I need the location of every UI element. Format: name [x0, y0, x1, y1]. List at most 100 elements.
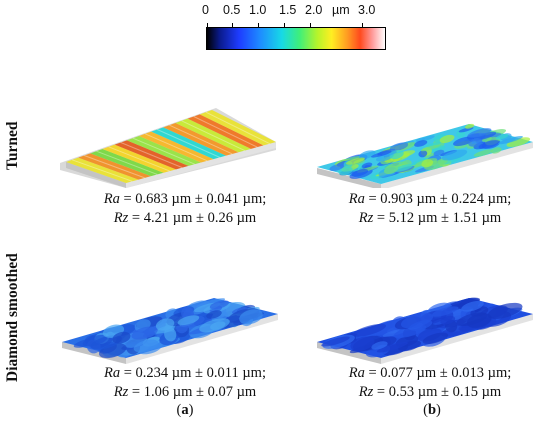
scale-tick-mark	[362, 23, 363, 28]
color-gradient-bar	[206, 27, 386, 50]
color-scale: 0 0.5 1.0 1.5 2.0 µm 3.0	[202, 0, 390, 56]
surface-side-front	[126, 314, 278, 364]
surface-texture-spot	[506, 137, 531, 147]
ra-symbol: Ra	[348, 191, 365, 207]
surface-texture-spot	[177, 315, 200, 326]
surface-texture	[321, 297, 523, 358]
rz-value: = 1.06 µm ± 0.07 µm	[128, 384, 257, 400]
surface-texture	[329, 123, 531, 180]
surface-texture-spot	[420, 144, 441, 152]
surface-texture-spot	[352, 323, 387, 337]
surface-texture-spot	[465, 123, 475, 129]
scale-tick-label: 1.5	[279, 3, 297, 17]
surface-texture-spot	[338, 166, 353, 176]
scale-tick-mark	[258, 23, 259, 28]
rz-symbol: Rz	[358, 384, 374, 400]
surface-texture-spot	[461, 300, 484, 312]
surface-stripe	[139, 131, 214, 163]
surface-texture-spot	[441, 149, 468, 161]
surface-texture-spot	[209, 300, 230, 310]
rz-symbol: Rz	[358, 210, 374, 226]
surface-stripes	[66, 110, 276, 183]
scale-tick-mark	[284, 23, 285, 28]
surface-turned-b	[315, 60, 535, 188]
surface-stripe	[102, 144, 176, 173]
surface-texture-spot	[421, 135, 435, 141]
surface-texture-spot	[398, 340, 422, 352]
rz-symbol: Rz	[113, 210, 129, 226]
caption-smoothed-b: Ra = 0.077 µm ± 0.013 µm; Rz = 0.53 µm ±…	[305, 364, 550, 402]
surface-texture-spot	[431, 306, 459, 317]
rz-value: = 4.21 µm ± 0.26 µm	[128, 210, 257, 226]
rz-value: = 5.12 µm ± 1.51 µm	[373, 210, 502, 226]
surface-ridge	[84, 155, 145, 179]
surface-texture-spot	[439, 134, 455, 143]
ra-value: = 0.903 µm ± 0.224 µm;	[364, 191, 512, 207]
scale-tick-label: 0	[202, 3, 209, 17]
scale-tick-label: 0.5	[223, 3, 241, 17]
surface-ridge	[205, 111, 270, 145]
surface-texture-spot	[376, 341, 408, 353]
surface-texture-spot	[425, 142, 441, 148]
rz-symbol: Rz	[113, 384, 129, 400]
surface-ridge	[96, 150, 158, 175]
surface-texture-spot	[112, 331, 131, 344]
surface-stripe	[175, 118, 251, 153]
surface-texture	[73, 298, 264, 359]
surface-texture-spot	[498, 135, 523, 145]
surface-texture-spot	[453, 136, 474, 147]
surface-smoothed-b	[315, 232, 535, 364]
ra-value: = 0.234 µm ± 0.011 µm;	[120, 365, 266, 381]
surface-ridge	[71, 159, 133, 182]
surface-side-left	[66, 162, 126, 188]
surface-texture-spot	[418, 150, 428, 158]
scale-unit-label: µm	[332, 3, 350, 17]
caption-smoothed-a: Ra = 0.234 µm ± 0.011 µm; Rz = 1.06 µm ±…	[60, 364, 310, 402]
surface-stripe	[151, 127, 226, 160]
surface-texture-spot	[424, 160, 445, 170]
surface-texture-spot	[422, 332, 449, 344]
surface-stripe	[187, 114, 264, 149]
surface-ridge	[193, 116, 258, 148]
ra-value: = 0.077 µm ± 0.013 µm;	[364, 365, 512, 381]
surface-texture-spot	[478, 140, 500, 149]
surface-smoothed-a	[60, 232, 280, 364]
surface-texture-spot	[206, 310, 222, 319]
panel-label-a: (a)	[176, 402, 194, 418]
surface-turned-a	[60, 60, 280, 188]
surface-stripe	[78, 153, 151, 180]
ra-symbol: Ra	[103, 365, 121, 381]
surface-texture-spot	[389, 142, 409, 152]
scale-tick-label: 2.0	[305, 3, 323, 17]
surface-texture-spot	[414, 140, 428, 147]
surface-texture-spot	[350, 336, 375, 351]
surface-texture-spot	[481, 136, 493, 142]
surface-ridge	[157, 129, 220, 158]
surface-texture-spot	[239, 309, 263, 325]
caption-turned-b: Ra = 0.903 µm ± 0.224 µm; Rz = 5.12 µm ±…	[305, 190, 550, 228]
surface-side-front	[126, 142, 276, 188]
row-label-diamond-smoothed: Diamond smoothed	[4, 253, 21, 382]
surface-texture-spot	[164, 327, 177, 342]
surface-texture-spot	[456, 312, 488, 327]
surface-texture-spot	[133, 339, 159, 353]
surface-texture-spot	[351, 169, 369, 177]
surface-stripe	[126, 136, 201, 166]
surface-stripe	[90, 149, 164, 177]
surface-texture-spot	[421, 159, 434, 168]
surface-texture-spot	[383, 165, 399, 175]
ra-symbol: Ra	[103, 191, 120, 207]
surface-texture-spot	[400, 312, 434, 329]
scale-tick-mark	[207, 23, 208, 28]
surface-stripe	[199, 110, 276, 146]
surface-texture-spot	[487, 302, 523, 319]
surface-texture-spot	[329, 163, 344, 172]
scale-tick-label: 3.0	[358, 3, 376, 17]
surface-texture-spot	[473, 149, 494, 157]
row-label-turned: Turned	[4, 121, 21, 170]
surface-texture-spot	[361, 162, 373, 169]
surface-side-left	[317, 168, 381, 188]
surface-texture-spot	[155, 318, 175, 331]
surface-ridge	[169, 124, 233, 155]
surface-texture-spot	[495, 133, 509, 140]
